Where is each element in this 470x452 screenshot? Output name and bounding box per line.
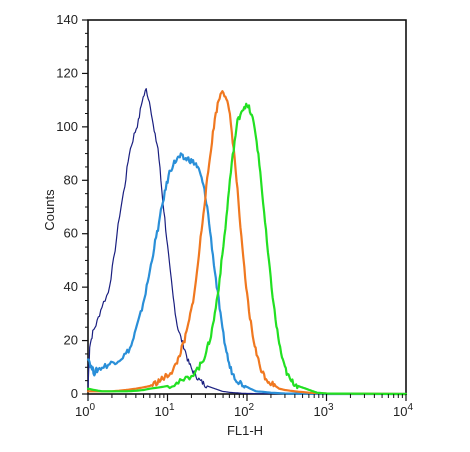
x-tick-label: 104 [393, 402, 413, 419]
y-tick-label: 20 [64, 333, 78, 348]
y-tick-label: 0 [71, 386, 78, 401]
series-line-1 [87, 88, 407, 395]
y-axis-ticks: 0 20 40 60 80 100 120 140 [56, 12, 88, 401]
y-tick-label: 60 [64, 226, 78, 241]
plot-frame [87, 19, 407, 395]
y-tick-label: 120 [56, 65, 78, 80]
series-line-4 [86, 102, 408, 396]
y-tick-label: 140 [56, 12, 78, 27]
y-tick-label: 100 [56, 119, 78, 134]
series-line-3 [86, 90, 408, 396]
series-line-2 [86, 152, 408, 396]
x-axis-label: FL1-H [227, 423, 263, 438]
plot-area [86, 19, 408, 396]
y-tick-label: 40 [64, 279, 78, 294]
x-tick-label: 100 [75, 402, 95, 419]
x-tick-label: 102 [234, 402, 254, 419]
y-axis-label: Counts [42, 189, 57, 231]
x-axis-ticks: 100 101 102 103 104 [75, 394, 413, 419]
x-tick-label: 101 [154, 402, 174, 419]
x-tick-label: 103 [313, 402, 333, 419]
y-tick-label: 80 [64, 172, 78, 187]
